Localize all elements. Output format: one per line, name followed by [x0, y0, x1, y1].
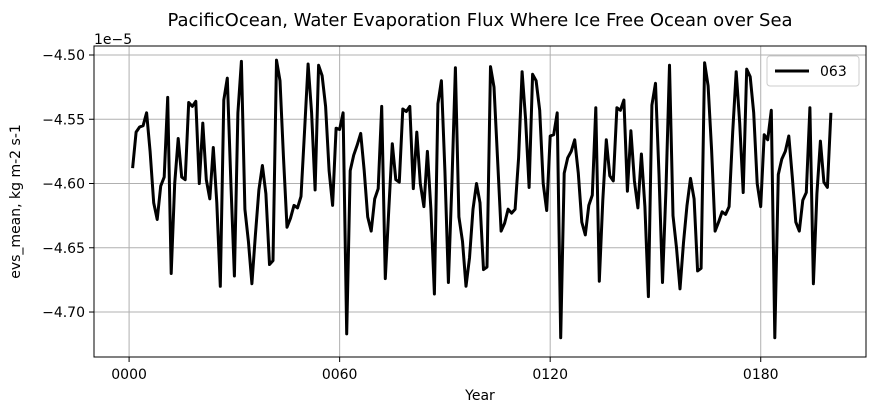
legend: 063	[766, 55, 860, 87]
legend-label-063: 063	[820, 64, 847, 80]
x-tick-label: 0060	[322, 367, 358, 383]
x-tick-label: 0000	[111, 367, 147, 383]
y-tick-label: −4.50	[42, 48, 85, 64]
y-tick-label: −4.70	[42, 305, 85, 321]
y-axis-offset-label: 1e−5	[94, 32, 132, 48]
x-axis-label: Year	[464, 388, 495, 404]
y-tick-label: −4.55	[42, 112, 85, 128]
x-tick-label: 0120	[532, 367, 568, 383]
y-tick-label: −4.65	[42, 241, 85, 257]
plot-area-frame	[93, 45, 867, 358]
legend-box	[766, 55, 860, 87]
x-tick-label: 0180	[743, 367, 779, 383]
y-axis-ticks: −4.70 −4.65 −4.60 −4.55 −4.50	[42, 48, 94, 321]
y-axis-label: evs_mean, kg m-2 s-1	[8, 124, 24, 279]
series-line-063	[131, 58, 833, 340]
x-axis-ticks: 0000 0060 0120 0180	[111, 357, 779, 383]
y-tick-label: −4.60	[42, 177, 85, 193]
series-layer	[131, 58, 833, 340]
chart-title: PacificOcean, Water Evaporation Flux Whe…	[167, 10, 792, 31]
